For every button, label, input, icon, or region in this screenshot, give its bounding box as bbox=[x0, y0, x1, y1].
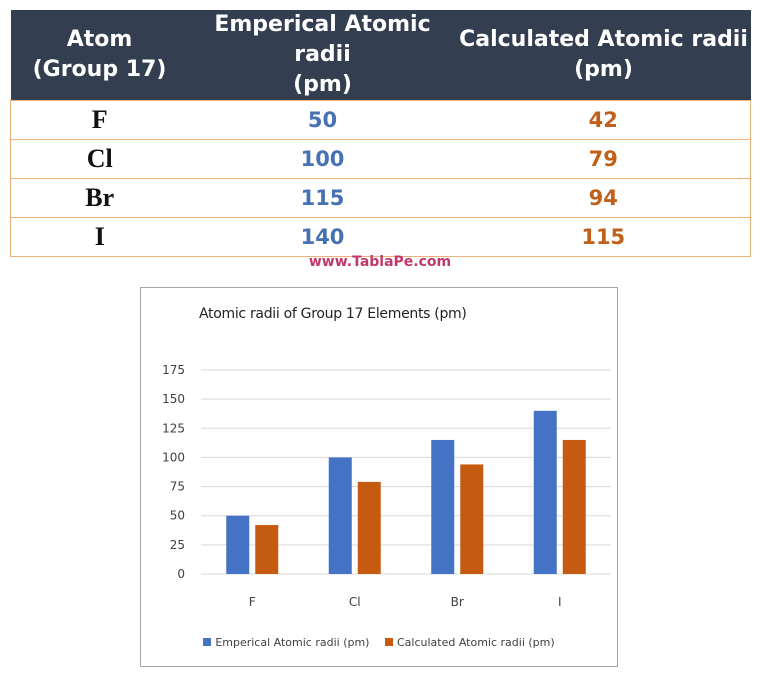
atom-cell: F bbox=[10, 100, 189, 140]
calculated-cell: 42 bbox=[456, 100, 751, 140]
calculated-cell: 94 bbox=[456, 178, 751, 218]
bar-empirical bbox=[533, 410, 557, 574]
header-calculated: Calculated Atomic radii (pm) bbox=[456, 10, 751, 101]
empirical-cell: 50 bbox=[188, 100, 457, 140]
y-tick-label: 175 bbox=[162, 363, 185, 377]
chart-title: Atomic radii of Group 17 Elements (pm) bbox=[199, 306, 467, 322]
chart-plot: 0 25 50 75 100 125 150 175 F Cl Br I bbox=[162, 363, 611, 609]
y-tick-label: 150 bbox=[162, 392, 185, 406]
bar-empirical bbox=[431, 439, 455, 574]
table-row: I 140 115 bbox=[10, 217, 751, 257]
y-tick-label: 25 bbox=[170, 538, 185, 552]
table-row: F 50 42 bbox=[10, 100, 751, 140]
empirical-cell: 100 bbox=[188, 139, 457, 179]
bar-calculated bbox=[460, 464, 484, 574]
atom-cell: Br bbox=[10, 178, 189, 218]
y-tick-label: 0 bbox=[177, 567, 185, 581]
bar-empirical bbox=[328, 457, 352, 574]
atom-cell: I bbox=[10, 217, 189, 257]
chart-legend: Emperical Atomic radii (pm) Calculated A… bbox=[141, 636, 617, 649]
calculated-cell: 79 bbox=[456, 139, 751, 179]
x-tick-label: Cl bbox=[349, 595, 361, 609]
legend-item-empirical: Emperical Atomic radii (pm) bbox=[203, 636, 369, 649]
y-tick-label: 125 bbox=[162, 421, 185, 435]
bar-calculated bbox=[357, 481, 381, 574]
bar-calculated bbox=[255, 525, 279, 574]
table-row: Br 115 94 bbox=[10, 178, 751, 218]
atom-cell: Cl bbox=[10, 139, 189, 179]
table-row: Cl 100 79 bbox=[10, 139, 751, 179]
y-tick-label: 50 bbox=[170, 509, 185, 523]
y-tick-label: 75 bbox=[170, 480, 185, 494]
radii-table: Atom (Group 17) Emperical Atomic radii (… bbox=[10, 10, 751, 257]
y-tick-label: 100 bbox=[162, 450, 185, 464]
bar-calculated bbox=[562, 439, 586, 574]
calculated-cell: 115 bbox=[456, 217, 751, 257]
bar-chart: Atomic radii of Group 17 Elements (pm) 0… bbox=[140, 287, 618, 667]
x-tick-label: I bbox=[558, 595, 562, 609]
bar-empirical bbox=[226, 515, 250, 574]
header-empirical: Emperical Atomic radii (pm) bbox=[188, 10, 457, 101]
header-atom: Atom (Group 17) bbox=[10, 10, 189, 101]
legend-swatch-empirical bbox=[203, 638, 212, 646]
empirical-cell: 140 bbox=[188, 217, 457, 257]
legend-swatch-calculated bbox=[384, 638, 393, 646]
x-tick-label: F bbox=[249, 595, 256, 609]
x-tick-label: Br bbox=[451, 595, 464, 609]
legend-label-calculated: Calculated Atomic radii (pm) bbox=[396, 636, 555, 649]
watermark: www.TablaPe.com bbox=[308, 254, 452, 270]
legend-item-calculated: Calculated Atomic radii (pm) bbox=[384, 636, 555, 649]
legend-label-empirical: Emperical Atomic radii (pm) bbox=[215, 636, 370, 649]
table-header-row: Atom (Group 17) Emperical Atomic radii (… bbox=[10, 10, 751, 101]
empirical-cell: 115 bbox=[188, 178, 457, 218]
